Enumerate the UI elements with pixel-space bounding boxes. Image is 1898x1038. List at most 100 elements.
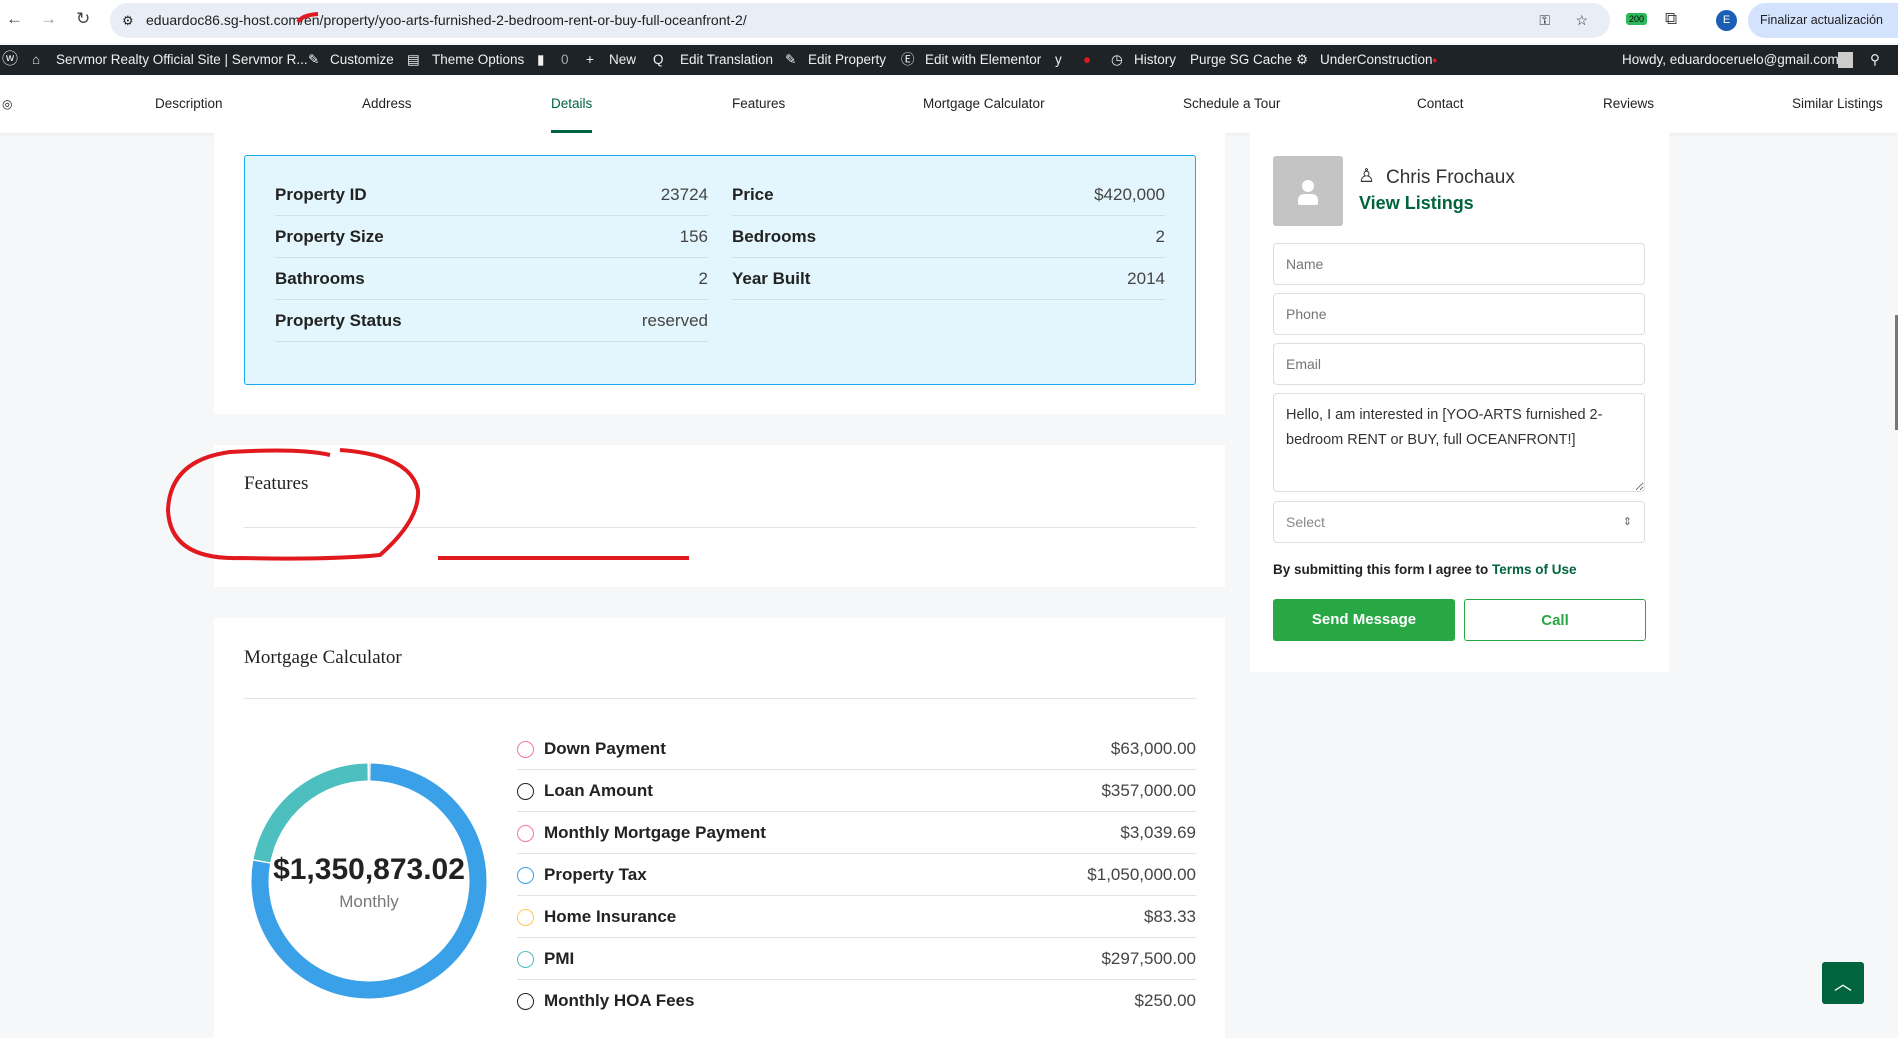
yoast-icon[interactable]: y: [1055, 45, 1062, 75]
divider: [244, 698, 1196, 699]
tab-details[interactable]: Details: [551, 75, 592, 133]
mortgage-label: Monthly Mortgage Payment: [544, 812, 766, 854]
tab-mortgage-calculator[interactable]: Mortgage Calculator: [923, 75, 1045, 133]
wordpress-icon[interactable]: ⓦ: [2, 45, 18, 75]
address-bar[interactable]: ⚙ eduardoc86.sg-host.com/en/property/yoo…: [110, 3, 1610, 38]
detail-value: $420,000: [1094, 174, 1165, 216]
detail-value: 23724: [661, 174, 708, 216]
status-dot-icon: ●: [1432, 45, 1437, 75]
mortgage-title: Mortgage Calculator: [244, 647, 402, 669]
email-input[interactable]: [1273, 343, 1645, 385]
tab-reviews[interactable]: Reviews: [1603, 75, 1654, 133]
features-card: Features: [214, 445, 1225, 587]
mortgage-value: $250.00: [1135, 980, 1196, 1022]
legend-dot-icon: [517, 951, 534, 968]
tab-address[interactable]: Address: [362, 75, 412, 133]
admin-history[interactable]: History: [1134, 45, 1176, 75]
url-text[interactable]: eduardoc86.sg-host.com/en/property/yoo-a…: [146, 12, 747, 28]
inquiry-select[interactable]: Select ⇕: [1273, 501, 1645, 543]
elementor-icon: Ⓔ: [901, 45, 915, 75]
translate-icon: Q: [653, 45, 664, 75]
send-message-button[interactable]: Send Message: [1273, 599, 1455, 641]
mortgage-label: Home Insurance: [544, 896, 676, 938]
mortgage-label: Down Payment: [544, 728, 666, 770]
admin-theme-options[interactable]: Theme Options: [432, 45, 524, 75]
pencil-icon: ✎: [785, 45, 796, 75]
mortgage-row: Monthly HOA Fees $250.00: [517, 980, 1196, 1022]
admin-howdy[interactable]: Howdy, eduardoceruelo@gmail.com: [1622, 45, 1839, 75]
reload-icon[interactable]: ↻: [76, 9, 90, 29]
search-icon[interactable]: ⚲: [1870, 45, 1880, 75]
detail-value: 156: [680, 216, 708, 258]
tabs-home-icon[interactable]: ◎: [2, 75, 12, 133]
detail-label: Property Size: [275, 216, 384, 258]
mortgage-row: Monthly Mortgage Payment $3,039.69: [517, 812, 1196, 854]
plus-icon: +: [586, 45, 594, 75]
mortgage-value: $357,000.00: [1101, 770, 1196, 812]
call-button[interactable]: Call: [1464, 599, 1646, 641]
tab-features[interactable]: Features: [732, 75, 785, 133]
detail-label: Bedrooms: [732, 216, 816, 258]
mortgage-row: PMI$297,500.00: [517, 938, 1196, 980]
wp-admin-bar: ⓦ ⌂ Servmor Realty Official Site | Servm…: [0, 45, 1898, 75]
detail-label: Property ID: [275, 174, 367, 216]
admin-site-name[interactable]: Servmor Realty Official Site | Servmor R…: [56, 45, 308, 75]
extensions-icon[interactable]: ⧉: [1665, 9, 1677, 29]
terms-prefix: By submitting this form I agree to: [1273, 562, 1492, 577]
mortgage-value: $83.33: [1144, 896, 1196, 938]
back-icon[interactable]: ←: [6, 9, 23, 29]
view-listings-link[interactable]: View Listings: [1359, 193, 1474, 214]
mortgage-value: $3,039.69: [1120, 812, 1196, 854]
terms-text: By submitting this form I agree to Terms…: [1273, 562, 1577, 577]
admin-comments-count[interactable]: 0: [561, 45, 569, 75]
detail-value: 2: [699, 258, 708, 300]
admin-purge-cache[interactable]: Purge SG Cache: [1190, 45, 1292, 75]
profile-avatar[interactable]: E: [1716, 10, 1737, 31]
admin-edit-elementor[interactable]: Edit with Elementor: [925, 45, 1041, 75]
comment-icon: ▮: [537, 45, 544, 75]
detail-label: Price: [732, 174, 774, 216]
terms-of-use-link[interactable]: Terms of Use: [1492, 562, 1577, 577]
legend-dot-icon: [517, 825, 534, 842]
mortgage-period: Monthly: [244, 892, 494, 912]
phone-input[interactable]: [1273, 293, 1645, 335]
legend-dot-icon: [517, 993, 534, 1010]
back-to-top-button[interactable]: ︿: [1822, 962, 1864, 1004]
property-tabs: ◎ Description Address Details Features M…: [0, 75, 1898, 133]
user-avatar-icon[interactable]: [1838, 52, 1853, 68]
tab-schedule-tour[interactable]: Schedule a Tour: [1183, 75, 1280, 133]
site-icon: ⌂: [32, 45, 40, 75]
status-dot-icon: ●: [1083, 45, 1091, 75]
admin-edit-property[interactable]: Edit Property: [808, 45, 886, 75]
history-icon: ◷: [1111, 45, 1123, 75]
folder-icon: ▤: [407, 45, 420, 75]
legend-dot-icon: [517, 783, 534, 800]
admin-customize[interactable]: Customize: [330, 45, 394, 75]
update-button[interactable]: Finalizar actualización: [1748, 3, 1898, 38]
extension-badge[interactable]: 200: [1626, 13, 1647, 25]
tab-similar-listings[interactable]: Similar Listings: [1792, 75, 1883, 133]
chevron-up-down-icon: ⇕: [1623, 502, 1632, 542]
name-input[interactable]: [1273, 243, 1645, 285]
divider: [244, 527, 1196, 528]
admin-new[interactable]: New: [609, 45, 636, 75]
key-icon[interactable]: ⚿: [1539, 3, 1550, 38]
mortgage-label: Monthly HOA Fees: [544, 980, 695, 1022]
star-icon[interactable]: ☆: [1575, 3, 1588, 38]
detail-label: Bathrooms: [275, 258, 365, 300]
admin-edit-translation[interactable]: Edit Translation: [680, 45, 773, 75]
mortgage-row: Loan Amount$357,000.00: [517, 770, 1196, 812]
donut-slice: [262, 772, 368, 861]
tab-description[interactable]: Description: [155, 75, 223, 133]
forward-icon[interactable]: →: [40, 9, 57, 29]
admin-under-construction[interactable]: UnderConstruction: [1320, 45, 1433, 75]
site-settings-icon[interactable]: ⚙: [122, 3, 134, 38]
message-textarea[interactable]: Hello, I am interested in [YOO-ARTS furn…: [1273, 393, 1645, 492]
tab-contact[interactable]: Contact: [1417, 75, 1464, 133]
detail-value: reserved: [642, 300, 708, 342]
agent-avatar: [1273, 156, 1343, 226]
chevron-up-icon: ︿: [1834, 974, 1852, 994]
